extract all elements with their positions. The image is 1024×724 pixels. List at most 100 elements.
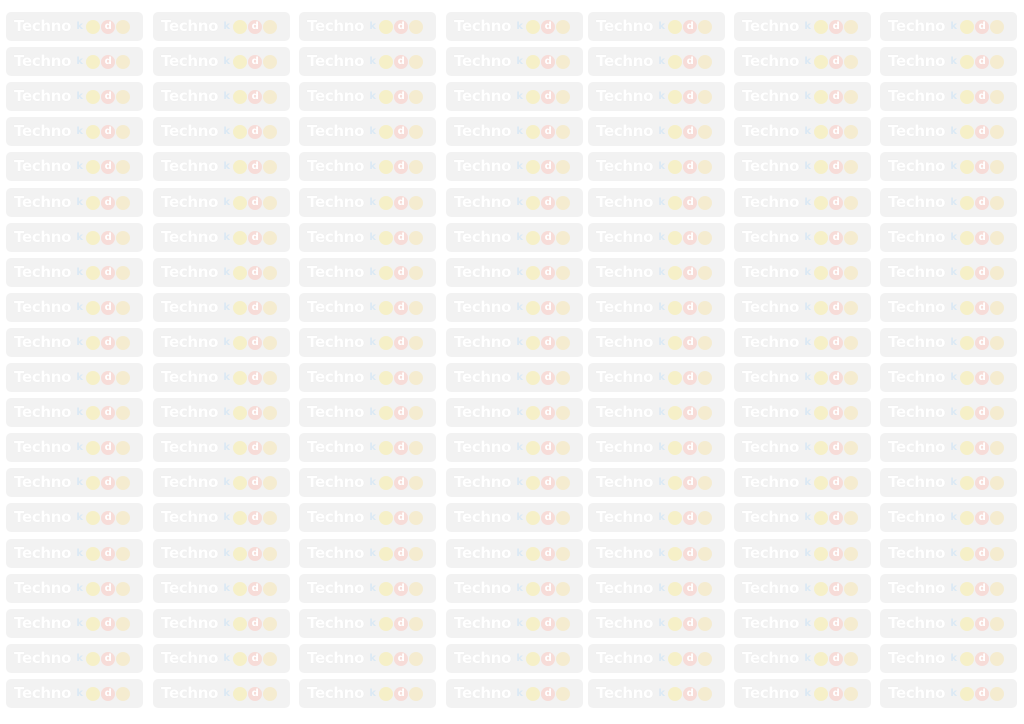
logo-tile: Techno k d	[880, 539, 1017, 568]
logo-wordmark: Techno	[307, 122, 365, 140]
logo-ball-icon	[263, 19, 278, 34]
logo-tile: Techno k d	[734, 12, 871, 41]
logo-ball-icon	[556, 581, 571, 596]
logo-wordmark: Techno	[888, 368, 946, 386]
logo-ball-icon	[990, 300, 1005, 315]
logo-ball-icon	[814, 440, 829, 455]
logo-ball-icon	[844, 230, 859, 245]
logo-ball-icon: k	[516, 266, 523, 278]
logo-ball-icon	[526, 265, 541, 280]
logo-tile: Techno k d	[299, 363, 436, 392]
logo-ball-icon: k	[658, 231, 665, 243]
logo-ball-icon	[556, 230, 571, 245]
logo-tile: Techno k d	[446, 258, 583, 287]
logo-ball-icon	[556, 89, 571, 104]
logo-tile: Techno k d	[446, 468, 583, 497]
logo-ball-icon: d	[683, 581, 698, 596]
logo-ball-icon	[233, 510, 248, 525]
logo-wordmark: Techno	[454, 614, 512, 632]
logo-ball-icon: d	[101, 159, 116, 174]
logo-wordmark: Techno	[161, 579, 219, 597]
logo-ball-icon: k	[804, 652, 811, 664]
logo-ball-icon	[844, 159, 859, 174]
logo-ball-icon	[379, 265, 394, 280]
logo-wordmark: Techno	[14, 87, 72, 105]
logo-ball-icon: k	[516, 196, 523, 208]
logo-wordmark: Techno	[596, 508, 654, 526]
logo-tile: Techno k d	[153, 644, 290, 673]
logo-ball-icon: d	[394, 230, 409, 245]
logo-ball-icon: k	[658, 476, 665, 488]
logo-ball-icon: k	[658, 160, 665, 172]
logo-ball-icon: k	[804, 55, 811, 67]
logo-ball-icon	[233, 405, 248, 420]
logo-tile: Techno k d	[588, 258, 725, 287]
logo-ball-icon: k	[516, 441, 523, 453]
logo-ball-icon	[379, 19, 394, 34]
logo-ball-icon	[556, 159, 571, 174]
logo-wordmark: Techno	[14, 438, 72, 456]
logo-ball-icon	[844, 510, 859, 525]
logo-wordmark: Techno	[307, 157, 365, 175]
logo-tile: Techno k d	[734, 47, 871, 76]
logo-ball-icon	[668, 230, 683, 245]
logo-tile: Techno k d	[6, 539, 143, 568]
logo-ball-icon	[814, 686, 829, 701]
logo-ball-icon	[556, 651, 571, 666]
logo-ball-icon: d	[394, 335, 409, 350]
logo-ball-icon: d	[829, 370, 844, 385]
logo-ball-icon	[263, 159, 278, 174]
logo-tile: Techno k d	[880, 398, 1017, 427]
logo-ball-icon	[990, 230, 1005, 245]
logo-wordmark: Techno	[161, 403, 219, 421]
logo-ball-icon	[990, 581, 1005, 596]
logo-tile: Techno k d	[6, 574, 143, 603]
logo-ball-icon	[379, 581, 394, 596]
logo-ball-icon: d	[248, 159, 263, 174]
logo-ball-icon: d	[829, 230, 844, 245]
logo-tile: Techno k d	[6, 609, 143, 638]
logo-ball-icon: k	[76, 336, 83, 348]
logo-ball-icon: k	[950, 582, 957, 594]
logo-tile: Techno k d	[734, 223, 871, 252]
logo-ball-icon	[263, 616, 278, 631]
logo-tile: Techno k d	[299, 503, 436, 532]
logo-ball-icon	[263, 54, 278, 69]
logo-ball-icon: k	[950, 125, 957, 137]
logo-ball-icon	[814, 475, 829, 490]
logo-ball-icon: k	[223, 547, 230, 559]
logo-ball-icon: d	[394, 300, 409, 315]
logo-tile: Techno k d	[588, 679, 725, 708]
logo-tile: Techno k d	[446, 503, 583, 532]
logo-ball-icon: k	[516, 125, 523, 137]
logo-wordmark: Techno	[596, 614, 654, 632]
logo-ball-icon	[990, 616, 1005, 631]
logo-ball-icon: d	[541, 475, 556, 490]
logo-ball-icon	[86, 54, 101, 69]
logo-ball-icon	[379, 159, 394, 174]
logo-ball-icon	[526, 89, 541, 104]
logo-wordmark: Techno	[14, 193, 72, 211]
logo-ball-icon: d	[541, 54, 556, 69]
logo-tile: Techno k d	[299, 117, 436, 146]
logo-wordmark: Techno	[454, 649, 512, 667]
logo-wordmark: Techno	[307, 52, 365, 70]
logo-ball-icon: d	[101, 265, 116, 280]
logo-ball-icon: d	[683, 686, 698, 701]
logo-wordmark: Techno	[454, 122, 512, 140]
logo-wordmark: Techno	[161, 122, 219, 140]
logo-ball-icon	[233, 616, 248, 631]
logo-ball-icon	[668, 265, 683, 280]
